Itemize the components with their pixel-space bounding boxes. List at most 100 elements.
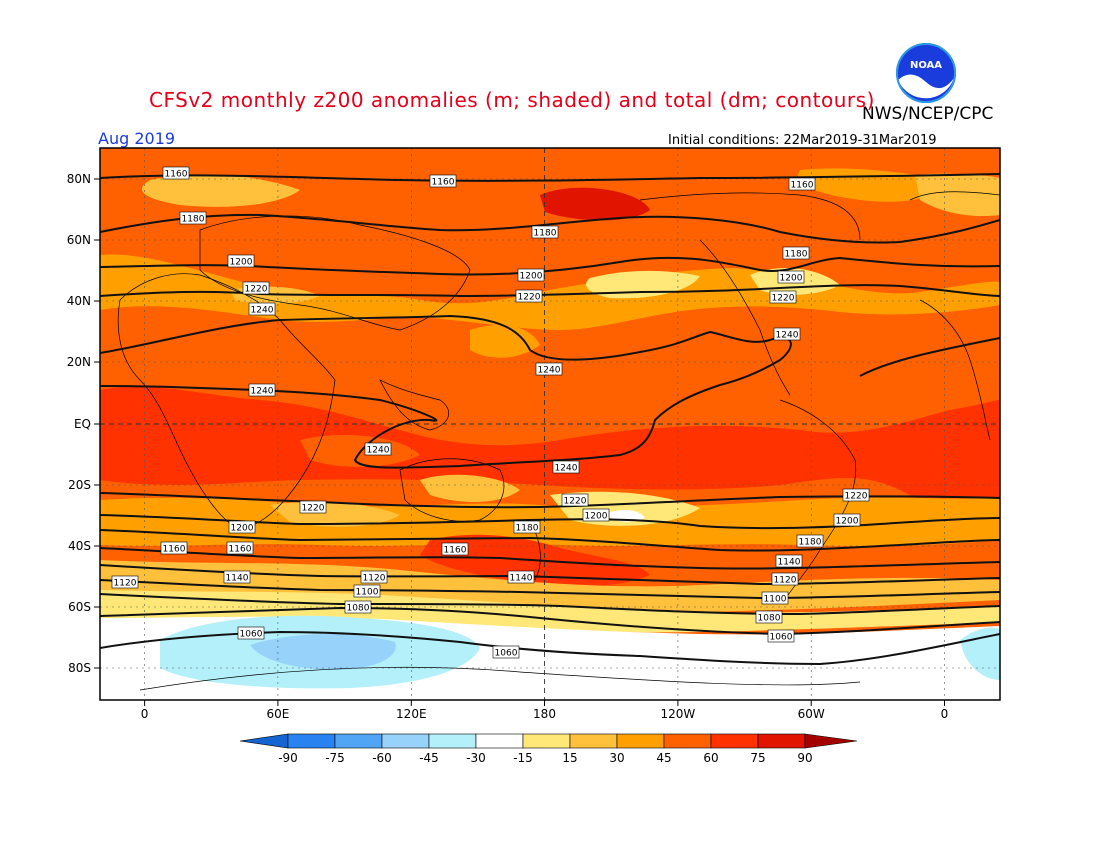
svg-text:1240: 1240 bbox=[251, 387, 274, 397]
svg-text:1240: 1240 bbox=[251, 306, 274, 316]
svg-text:1200: 1200 bbox=[836, 517, 859, 527]
svg-text:1160: 1160 bbox=[163, 545, 186, 555]
colorbar-arrow-left bbox=[239, 733, 289, 749]
contour-label: 1180 bbox=[179, 211, 207, 225]
svg-text:1180: 1180 bbox=[182, 215, 205, 225]
lat-tick-label: 20S bbox=[68, 478, 91, 492]
lat-tick-label: 80S bbox=[68, 661, 91, 675]
contour-label: 1060 bbox=[492, 645, 520, 659]
svg-text:NOAA: NOAA bbox=[910, 60, 942, 71]
svg-text:1240: 1240 bbox=[555, 464, 578, 474]
svg-text:1160: 1160 bbox=[165, 170, 188, 180]
contour-label: 1240 bbox=[248, 302, 276, 316]
contour-label: 1160 bbox=[162, 166, 190, 180]
colorbar-label: -45 bbox=[419, 751, 439, 765]
chart-title: CFSv2 monthly z200 anomalies (m; shaded)… bbox=[149, 88, 875, 112]
svg-text:1160: 1160 bbox=[791, 181, 814, 191]
svg-text:1180: 1180 bbox=[534, 229, 557, 239]
longitude-axis: 0 60E 120E 180 120W 60W 0 bbox=[141, 700, 948, 721]
lon-tick-label: 60W bbox=[798, 707, 825, 721]
lat-tick-label: 60S bbox=[68, 600, 91, 614]
colorbar-swatch bbox=[428, 733, 477, 749]
svg-text:1240: 1240 bbox=[776, 331, 799, 341]
svg-text:1180: 1180 bbox=[785, 250, 808, 260]
svg-text:1240: 1240 bbox=[367, 446, 390, 456]
contour-label: 1160 bbox=[226, 541, 254, 555]
initial-conditions: Initial conditions: 22Mar2019-31Mar2019 bbox=[668, 133, 937, 148]
noaa-logo: NOAA bbox=[895, 42, 957, 104]
colorbar-arrow-right bbox=[804, 733, 858, 749]
contour-label: 1120 bbox=[771, 572, 799, 586]
svg-text:1140: 1140 bbox=[226, 574, 249, 584]
contour-label: 1180 bbox=[782, 246, 810, 260]
organization-label: NWS/NCEP/CPC bbox=[862, 104, 994, 124]
svg-text:1120: 1120 bbox=[774, 576, 797, 586]
svg-text:1200: 1200 bbox=[585, 512, 608, 522]
contour-label: 1180 bbox=[796, 534, 824, 548]
svg-text:1060: 1060 bbox=[770, 633, 793, 643]
latitude-axis: 80N 60N 40N 20N EQ 20S 40S 60S 80S bbox=[67, 172, 100, 675]
colorbar-label: 90 bbox=[797, 751, 812, 765]
lat-tick-label: EQ bbox=[74, 417, 91, 431]
svg-text:1220: 1220 bbox=[245, 285, 268, 295]
colorbar-swatch bbox=[522, 733, 571, 749]
colorbar-swatch bbox=[475, 733, 524, 749]
contour-label: 1200 bbox=[582, 508, 610, 522]
lon-tick-label: 120E bbox=[396, 707, 427, 721]
contour-label: 1220 bbox=[561, 493, 589, 507]
svg-text:1160: 1160 bbox=[229, 545, 252, 555]
colorbar: -90 -75 -60 -45 -30 -15 15 30 45 60 75 90 bbox=[239, 733, 858, 765]
contour-label: 1240 bbox=[552, 460, 580, 474]
colorbar-swatch bbox=[710, 733, 759, 749]
svg-text:1120: 1120 bbox=[363, 574, 386, 584]
colorbar-label: 15 bbox=[562, 751, 577, 765]
forecast-month: Aug 2019 bbox=[98, 129, 176, 148]
colorbar-label: 60 bbox=[703, 751, 718, 765]
contour-label: 1140 bbox=[507, 570, 535, 584]
contour-label: 1200 bbox=[777, 270, 805, 284]
contour-label: 1240 bbox=[773, 327, 801, 341]
svg-text:1220: 1220 bbox=[302, 504, 325, 514]
colorbar-label: -75 bbox=[325, 751, 345, 765]
svg-text:1080: 1080 bbox=[758, 614, 781, 624]
colorbar-swatch bbox=[381, 733, 430, 749]
colorbar-label: 30 bbox=[609, 751, 624, 765]
colorbar-swatch bbox=[569, 733, 618, 749]
colorbar-label: -60 bbox=[372, 751, 392, 765]
svg-text:1080: 1080 bbox=[347, 604, 370, 614]
svg-text:1220: 1220 bbox=[845, 492, 868, 502]
svg-text:1060: 1060 bbox=[495, 649, 518, 659]
colorbar-swatch bbox=[663, 733, 712, 749]
lat-tick-label: 20N bbox=[67, 355, 91, 369]
colorbar-swatch bbox=[334, 733, 383, 749]
lat-tick-label: 80N bbox=[67, 172, 91, 186]
colorbar-label: -30 bbox=[466, 751, 486, 765]
colorbar-swatch bbox=[287, 733, 336, 749]
colorbar-label: -90 bbox=[278, 751, 298, 765]
lon-tick-label: 0 bbox=[141, 707, 149, 721]
lon-tick-label: 180 bbox=[533, 707, 556, 721]
svg-text:1180: 1180 bbox=[799, 538, 822, 548]
contour-label: 1140 bbox=[775, 554, 803, 568]
contour-label: 1220 bbox=[299, 500, 327, 514]
contour-label: 1200 bbox=[517, 268, 545, 282]
colorbar-label: 75 bbox=[750, 751, 765, 765]
colorbar-swatch bbox=[757, 733, 806, 749]
lat-tick-label: 40S bbox=[68, 539, 91, 553]
svg-text:1160: 1160 bbox=[444, 546, 467, 556]
lon-tick-label: 60E bbox=[266, 707, 289, 721]
contour-label: 1240 bbox=[364, 442, 392, 456]
contour-label: 1120 bbox=[360, 570, 388, 584]
contour-label: 1220 bbox=[842, 488, 870, 502]
svg-text:1220: 1220 bbox=[772, 294, 795, 304]
svg-text:1240: 1240 bbox=[538, 366, 561, 376]
contour-label: 1080 bbox=[344, 600, 372, 614]
colorbar-label: 45 bbox=[656, 751, 671, 765]
svg-text:1140: 1140 bbox=[510, 574, 533, 584]
colorbar-swatch bbox=[616, 733, 665, 749]
colorbar-label: -15 bbox=[513, 751, 533, 765]
contour-label: 1060 bbox=[767, 629, 795, 643]
contour-label: 1180 bbox=[513, 520, 541, 534]
svg-text:1100: 1100 bbox=[764, 595, 787, 605]
